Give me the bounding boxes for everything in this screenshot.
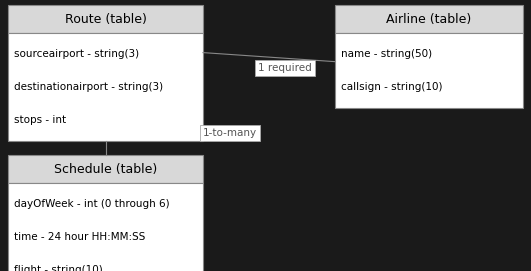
Bar <box>8 183 203 271</box>
Bar <box>335 33 523 108</box>
Text: callsign - string(10): callsign - string(10) <box>341 82 442 92</box>
Text: destinationairport - string(3): destinationairport - string(3) <box>14 82 163 92</box>
Text: Airline (table): Airline (table) <box>387 12 472 25</box>
Text: Schedule (table): Schedule (table) <box>54 163 157 176</box>
Text: flight - string(10): flight - string(10) <box>14 265 103 271</box>
Bar <box>335 5 523 33</box>
Text: name - string(50): name - string(50) <box>341 49 432 59</box>
Text: 1 required: 1 required <box>258 63 312 73</box>
Bar <box>8 5 203 33</box>
Text: sourceairport - string(3): sourceairport - string(3) <box>14 49 139 59</box>
Text: stops - int: stops - int <box>14 115 66 125</box>
Text: dayOfWeek - int (0 through 6): dayOfWeek - int (0 through 6) <box>14 199 169 209</box>
Text: Route (table): Route (table) <box>65 12 147 25</box>
Bar <box>8 155 203 183</box>
Bar <box>8 33 203 141</box>
Text: 1-to-many: 1-to-many <box>203 128 257 138</box>
Text: time - 24 hour HH:MM:SS: time - 24 hour HH:MM:SS <box>14 232 145 242</box>
